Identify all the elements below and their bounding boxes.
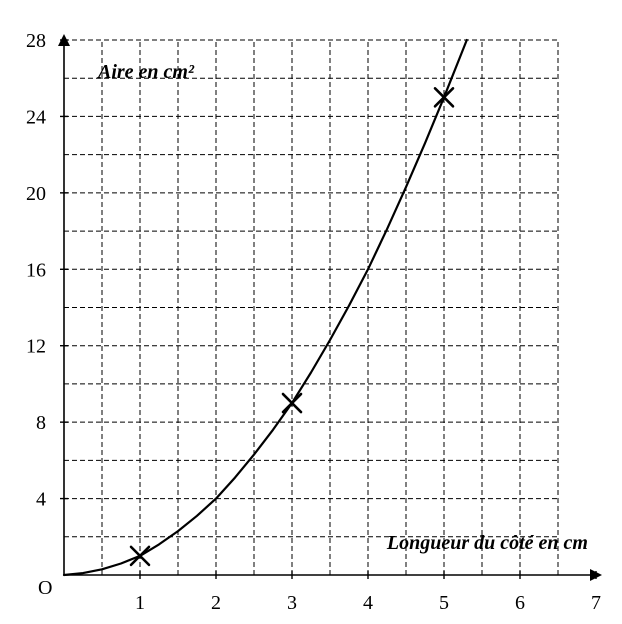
- series: [62, 38, 468, 577]
- x-tick-label: 1: [135, 592, 145, 614]
- x-tick-label: 4: [363, 592, 373, 614]
- data-point-marker: [433, 87, 455, 108]
- data-point-marker: [129, 545, 151, 567]
- y-axis-title: Aire en cm²: [96, 61, 195, 83]
- marker-stroke: [433, 87, 455, 108]
- y-tick-label: 24: [26, 106, 46, 128]
- markers: [129, 87, 455, 567]
- x-tick-label: 6: [515, 592, 525, 614]
- data-point-marker: [281, 392, 303, 414]
- marker-stroke: [129, 545, 151, 567]
- origin-label: O: [38, 577, 52, 599]
- x-tick-label: 7: [591, 592, 601, 614]
- marker-stroke: [281, 392, 303, 414]
- y-tick-label: 12: [26, 336, 46, 358]
- y-tick-label: 8: [36, 412, 46, 434]
- series-line: [62, 38, 468, 577]
- x-tick-label: 2: [211, 592, 221, 614]
- x-tick-label: 3: [287, 592, 297, 614]
- x-tick-label: 5: [439, 592, 449, 614]
- x-axis-title: Longueur du côté en cm: [386, 532, 588, 554]
- grid: [64, 39, 559, 575]
- y-tick-label: 16: [26, 259, 46, 281]
- y-tick-label: 4: [36, 489, 46, 511]
- y-tick-label: 20: [26, 183, 46, 205]
- y-tick-label: 28: [26, 30, 46, 52]
